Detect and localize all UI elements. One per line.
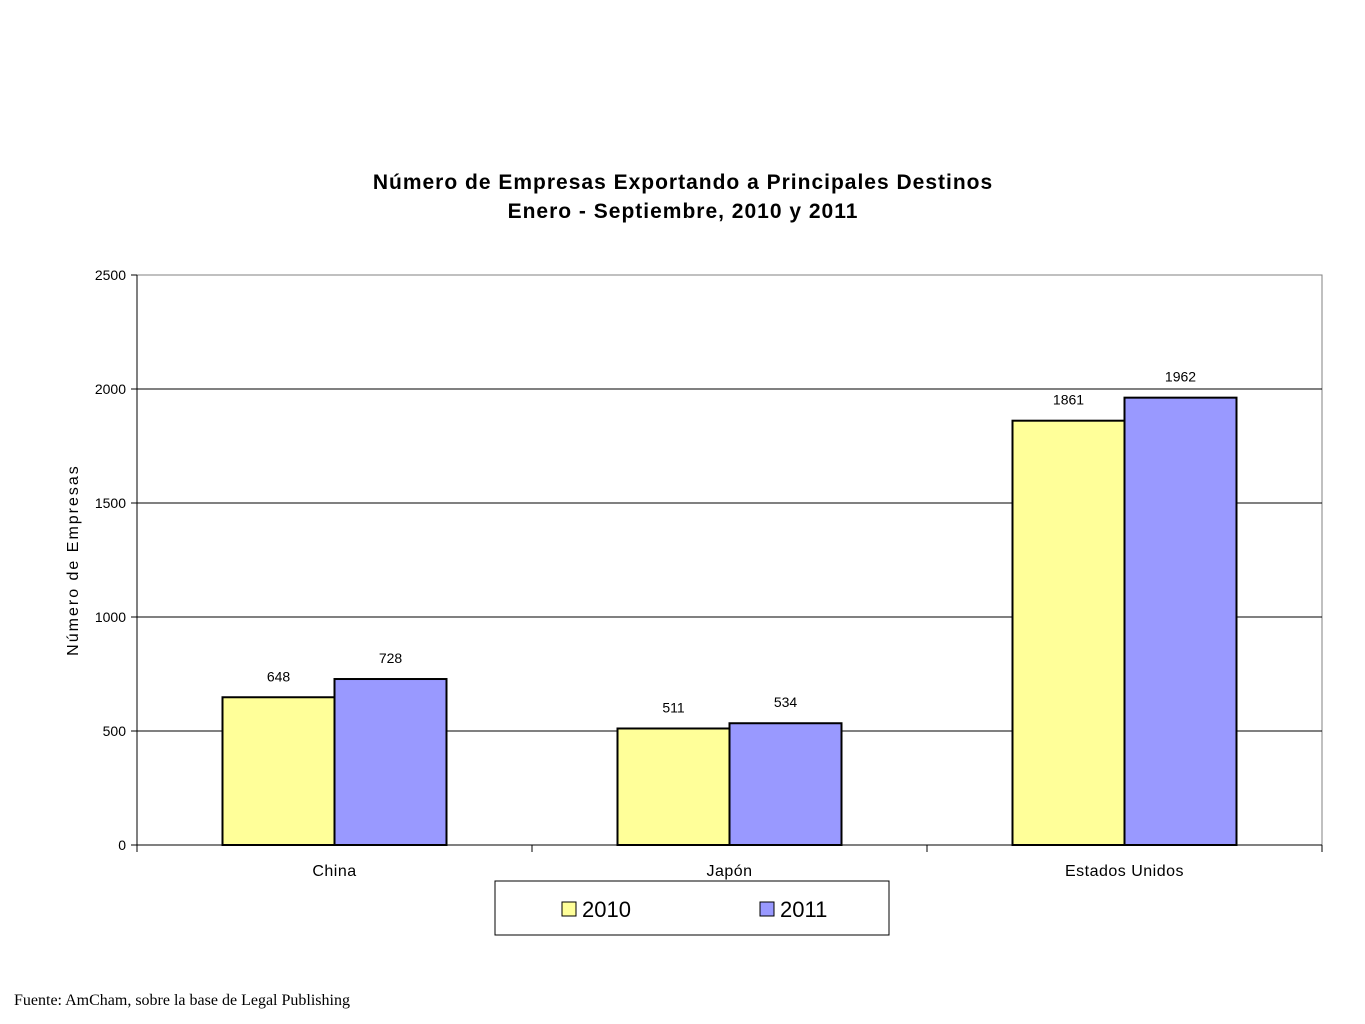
y-tick-label: 2500: [95, 267, 126, 283]
legend-label: 2010: [582, 897, 631, 922]
plot-area: 0 500 1000 1500 2000 2500 China 648 728 Japón 511 5…: [95, 267, 1323, 880]
data-label: 534: [774, 694, 798, 710]
y-tick-label: 1500: [95, 495, 126, 511]
bar: [728, 722, 843, 846]
data-label: 728: [379, 650, 403, 666]
source-note: Fuente: AmCham, sobre la base de Legal P…: [14, 992, 350, 1009]
legend-swatch: [561, 901, 577, 917]
legend: 2010 2011: [494, 880, 890, 936]
y-tick-label: 1000: [95, 609, 126, 625]
y-axis-label: Número de Empresas: [65, 464, 82, 656]
y-tick-label: 0: [118, 837, 126, 853]
x-tick-label: China: [312, 863, 356, 880]
y-tick-label: 2000: [95, 381, 126, 397]
data-label: 648: [267, 668, 291, 684]
bar: [1123, 396, 1238, 846]
legend-swatch: [759, 901, 775, 917]
legend-label: 2011: [780, 897, 827, 922]
bar: [333, 678, 448, 846]
x-tick-label: Estados Unidos: [1065, 863, 1184, 880]
legend-box: [494, 880, 890, 936]
data-label: 1861: [1053, 392, 1084, 408]
data-label: 1962: [1165, 369, 1196, 385]
data-label: 511: [662, 699, 685, 715]
bar: [616, 727, 731, 847]
bar: [1011, 419, 1126, 846]
chart-title: Número de Empresas Exportando a Principa…: [373, 171, 993, 194]
x-tick-label: Japón: [706, 863, 752, 880]
bar: [221, 696, 336, 846]
y-tick-label: 500: [103, 723, 127, 739]
chart-subtitle: Enero - Septiembre, 2010 y 2011: [508, 200, 859, 223]
